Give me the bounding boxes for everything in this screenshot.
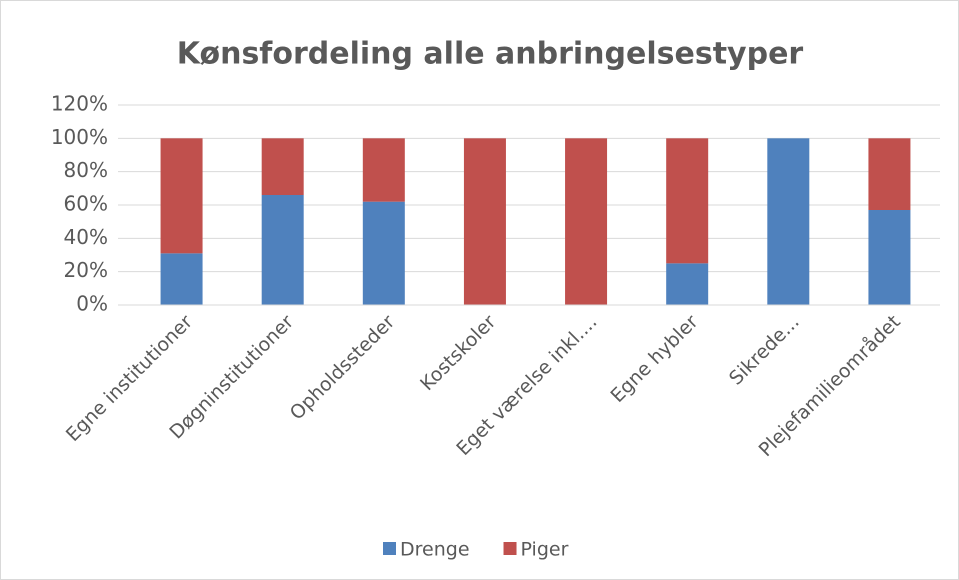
legend-label: Piger [521,539,569,561]
bar-segment [767,138,810,305]
y-tick-label: 120% [51,92,108,116]
y-tick-label: 100% [51,125,108,149]
bar-segment [666,263,709,305]
y-tick-label: 20% [64,258,108,282]
y-tick-label: 80% [64,158,108,182]
bar-segment [463,138,506,305]
bar-segment [666,138,709,264]
bar-segment [868,210,911,305]
y-tick-label: 40% [64,225,108,249]
bar-segment [362,201,405,305]
y-tick-label: 60% [64,192,108,216]
legend-swatch [503,542,517,555]
bar-segment [160,253,203,305]
bar-segment [261,195,304,305]
bar-segment [261,138,304,195]
y-tick-label: 0% [76,292,108,316]
bar-segment [565,138,608,305]
legend-label: Drenge [400,539,470,561]
chart-title: Kønsfordeling alle anbringelsestyper [177,37,804,72]
bar-segment [362,138,405,202]
legend-swatch [383,542,396,555]
bar-segment [868,138,911,210]
bar-segment [160,138,203,254]
